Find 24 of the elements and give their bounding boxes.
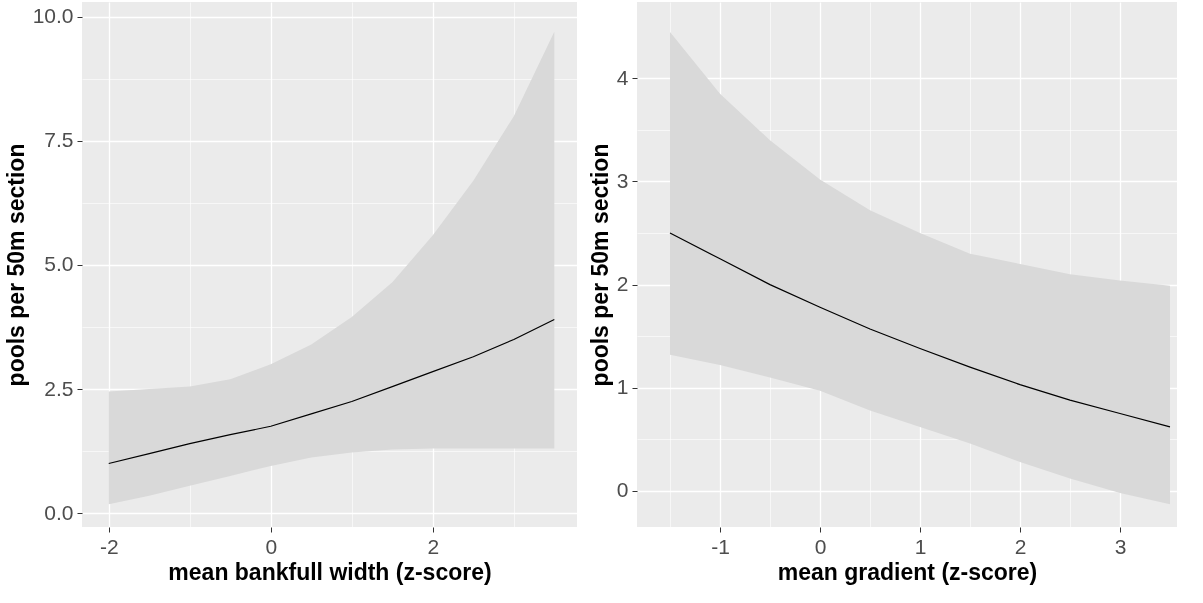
x-tick-label: -1: [711, 534, 730, 558]
x-tick-label: 2: [427, 534, 440, 558]
x-tick-label: 0: [814, 534, 827, 558]
x-tick-label: -2: [99, 534, 119, 558]
x-tick-label: 2: [1014, 534, 1027, 558]
y-tick-label: 3: [616, 168, 629, 192]
line-series: [669, 232, 1171, 428]
y-tick-label: 0.0: [44, 500, 74, 524]
x-tick-label: 3: [1114, 534, 1127, 558]
x-tick-label: 0: [265, 534, 278, 558]
y-tick-label: 4: [616, 65, 629, 89]
x-axis-title: mean gradient (z-score): [777, 558, 1038, 585]
y-tick-label: 1: [616, 375, 629, 399]
y-tick-label: 0: [616, 478, 629, 502]
y-tick-label: 2.5: [44, 376, 74, 400]
line-series: [108, 318, 555, 465]
y-axis-title: pools per 50m section: [2, 143, 29, 387]
y-tick-label: 10.0: [32, 4, 74, 28]
y-tick-label: 2: [616, 272, 629, 296]
y-tick-label: 5.0: [44, 252, 74, 276]
x-tick-label: 1: [914, 534, 927, 558]
x-axis-title: mean bankfull width (z-score): [168, 558, 492, 585]
y-tick-label: 7.5: [44, 128, 74, 152]
y-axis-title: pools per 50m section: [586, 143, 613, 387]
